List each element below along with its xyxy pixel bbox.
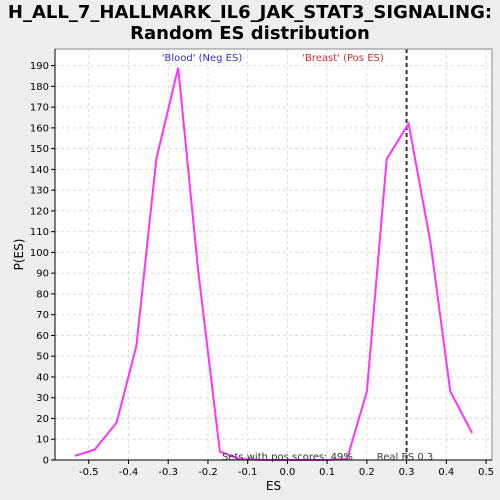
x-tick-label: -0.4 xyxy=(119,467,139,478)
y-tick-label: 130 xyxy=(30,186,49,197)
x-tick-label: 0.5 xyxy=(478,467,494,478)
x-tick-label: -0.1 xyxy=(238,467,258,478)
y-tick-label: 110 xyxy=(30,227,49,238)
y-tick-label: 180 xyxy=(30,82,49,93)
x-tick-label: 0.1 xyxy=(319,467,335,478)
y-tick-label: 70 xyxy=(36,310,49,321)
y-tick-label: 60 xyxy=(36,331,49,342)
y-tick-label: 20 xyxy=(36,414,49,425)
neg-es-label: 'Blood' (Neg ES) xyxy=(162,53,243,64)
y-tick-label: 80 xyxy=(36,289,49,300)
x-tick-label: -0.5 xyxy=(79,467,99,478)
y-tick-label: 150 xyxy=(30,144,49,155)
y-tick-label: 120 xyxy=(30,206,49,217)
y-tick-label: 40 xyxy=(36,372,49,383)
y-tick-label: 160 xyxy=(30,123,49,134)
y-tick-label: 90 xyxy=(36,269,49,280)
y-tick-label: 30 xyxy=(36,393,49,404)
x-axis-label: ES xyxy=(266,479,281,493)
real-es-label: Real ES 0.3 xyxy=(377,452,433,463)
x-axis-ticks: -0.5 -0.4 -0.3 -0.2 -0.1 0.0 0.1 0.2 0.3 0.4 0.5 xyxy=(79,460,494,478)
y-tick-label: 0 xyxy=(43,456,49,467)
y-tick-label: 140 xyxy=(30,165,49,176)
y-axis-label: P(ES) xyxy=(12,239,26,271)
x-tick-label: 0.2 xyxy=(359,467,375,478)
y-axis-ticks: 0 10 20 30 40 50 60 70 80 90 100 110 120 130 140 150 160… xyxy=(30,61,55,467)
y-tick-label: 170 xyxy=(30,103,49,114)
chart-title-line2: Random ES distribution xyxy=(130,23,370,44)
y-tick-label: 190 xyxy=(30,61,49,72)
y-tick-label: 100 xyxy=(30,248,49,259)
x-tick-label: -0.3 xyxy=(158,467,178,478)
axes xyxy=(54,48,493,461)
x-tick-label: 0.0 xyxy=(279,467,295,478)
pos-es-label: 'Breast' (Pos ES) xyxy=(302,53,384,64)
x-tick-label: -0.2 xyxy=(198,467,218,478)
y-tick-label: 10 xyxy=(36,435,49,446)
x-tick-label: 0.3 xyxy=(399,467,415,478)
y-tick-label: 50 xyxy=(36,352,49,363)
chart-title-line1: H_ALL_7_HALLMARK_IL6_JAK_STAT3_SIGNALING… xyxy=(7,2,493,23)
chart-title: H_ALL_7_HALLMARK_IL6_JAK_STAT3_SIGNALING… xyxy=(0,2,500,44)
plot-area xyxy=(55,49,492,460)
x-tick-label: 0.4 xyxy=(438,467,454,478)
pos-scores-text: Sets with pos scores: 49% xyxy=(222,452,353,463)
